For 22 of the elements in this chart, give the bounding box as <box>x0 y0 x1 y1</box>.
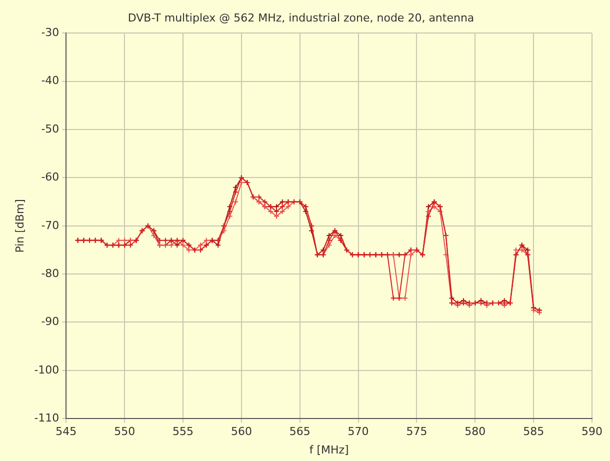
x-tick-label: 545 <box>56 425 77 438</box>
y-tick-label: -80 <box>41 266 60 280</box>
y-tick-label: -60 <box>41 170 60 184</box>
y-axis-title: Pin [dBm] <box>13 199 26 253</box>
x-tick-label: 555 <box>172 425 194 438</box>
y-tick-label: -100 <box>34 363 60 376</box>
y-tick-label: -30 <box>41 26 60 40</box>
y-tick-label: -90 <box>41 315 60 328</box>
y-tick-label: -50 <box>41 122 60 136</box>
x-tick-label: 580 <box>464 425 486 438</box>
x-tick-label: 585 <box>523 425 544 438</box>
x-tick-label: 560 <box>230 425 252 438</box>
y-tick-label: -70 <box>41 218 60 232</box>
y-tick-label: -40 <box>41 74 60 88</box>
x-axis-title: f [MHz] <box>309 443 349 456</box>
x-tick-label: 550 <box>114 425 136 438</box>
y-tick-label: -110 <box>34 411 60 424</box>
x-tick-label: 570 <box>348 425 369 438</box>
x-tick-label: 590 <box>582 425 602 438</box>
x-tick-label: 565 <box>289 425 310 438</box>
chart-title: DVB-T multiplex @ 562 MHz, industrial zone, node 20, antenna <box>128 11 474 24</box>
x-tick-label: 575 <box>406 425 428 438</box>
